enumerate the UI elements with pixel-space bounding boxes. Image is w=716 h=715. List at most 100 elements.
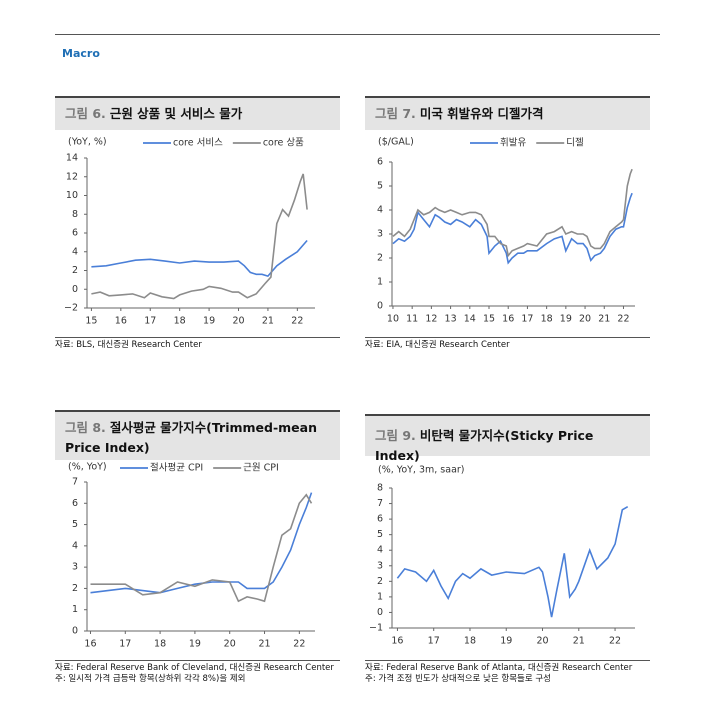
source: 자료: BLS, 대신증권 Research Center bbox=[55, 340, 202, 350]
y-tick-label: 0 bbox=[377, 607, 383, 618]
y-tick-label: 8 bbox=[72, 209, 78, 220]
source: 자료: Federal Reserve Bank of Cleveland, 대… bbox=[55, 663, 334, 673]
y-tick-label: 1 bbox=[377, 591, 383, 602]
figure-title: 근원 상품 및 서비스 물가 bbox=[109, 106, 243, 121]
x-tick-label: 17 bbox=[428, 636, 440, 647]
series-line bbox=[90, 493, 313, 603]
note: 주: 일시적 가격 급등락 항목(상하위 각각 8%)을 제외 bbox=[55, 674, 246, 684]
figure-label: 그림 8. bbox=[65, 420, 106, 435]
x-tick-label: 22 bbox=[293, 639, 305, 650]
x-tick-label: 11 bbox=[406, 314, 418, 325]
unit-label: (YoY, %) bbox=[68, 137, 107, 148]
legend-label: core 상품 bbox=[263, 138, 304, 149]
y-tick-label: 1 bbox=[377, 277, 383, 288]
x-tick-label: 14 bbox=[464, 314, 476, 325]
source: 자료: Federal Reserve Bank of Atlanta, 대신증… bbox=[365, 663, 633, 673]
y-tick-label: 2 bbox=[377, 253, 383, 264]
series-line bbox=[396, 506, 629, 618]
x-tick-label: 16 bbox=[502, 314, 514, 325]
y-tick-label: 3 bbox=[72, 562, 78, 573]
y-tick-label: −2 bbox=[64, 303, 78, 314]
x-tick-label: 18 bbox=[464, 636, 476, 647]
y-tick-label: 14 bbox=[66, 153, 78, 164]
y-tick-label: 4 bbox=[72, 540, 78, 551]
y-tick-label: 12 bbox=[66, 171, 78, 182]
x-tick-label: 16 bbox=[115, 316, 127, 327]
y-tick-label: 7 bbox=[72, 477, 78, 488]
x-tick-label: 19 bbox=[500, 636, 512, 647]
legend-label: 휘발유 bbox=[500, 138, 526, 149]
x-tick-label: 19 bbox=[189, 639, 201, 650]
figure-label: 그림 7. bbox=[375, 106, 416, 121]
y-tick-label: 6 bbox=[72, 498, 78, 509]
y-tick-label: 3 bbox=[377, 560, 383, 571]
x-tick-label: 18 bbox=[174, 316, 186, 327]
x-tick-label: 22 bbox=[617, 314, 629, 325]
x-tick-label: 17 bbox=[119, 639, 131, 650]
legend-label: 근원 CPI bbox=[243, 463, 279, 474]
y-tick-label: 5 bbox=[377, 529, 383, 540]
unit-label: (%, YoY, 3m, saar) bbox=[378, 465, 465, 476]
source-box: 자료: EIA, 대신증권 Research Center bbox=[365, 337, 650, 351]
y-tick-label: 4 bbox=[377, 545, 383, 556]
x-tick-label: 15 bbox=[85, 316, 97, 327]
series-line bbox=[90, 492, 313, 594]
y-tick-label: 6 bbox=[377, 514, 383, 525]
y-tick-label: 0 bbox=[72, 626, 78, 637]
note: 주: 가격 조정 빈도가 상대적으로 낮은 항목들로 구성 bbox=[365, 674, 551, 684]
figure-title-bar: 그림 7. 미국 휘발유와 디젤가격 bbox=[365, 96, 650, 130]
x-tick-label: 21 bbox=[258, 639, 270, 650]
x-tick-label: 20 bbox=[579, 314, 591, 325]
x-tick-label: 21 bbox=[598, 314, 610, 325]
y-tick-label: 2 bbox=[377, 576, 383, 587]
y-tick-label: 4 bbox=[72, 246, 78, 257]
figure-title: 미국 휘발유와 디젤가격 bbox=[419, 106, 544, 121]
x-tick-label: 17 bbox=[144, 316, 156, 327]
source-box: 자료: Federal Reserve Bank of Cleveland, 대… bbox=[55, 660, 340, 685]
figure-title-bar: 그림 8. 절사평균 물가지수(Trimmed-mean Price Index) bbox=[55, 410, 340, 460]
y-tick-label: 0 bbox=[377, 301, 383, 312]
figure-label: 그림 9. bbox=[375, 428, 416, 443]
y-tick-label: 7 bbox=[377, 498, 383, 509]
y-tick-label: 6 bbox=[72, 228, 78, 239]
series-line bbox=[392, 168, 633, 258]
header-rule bbox=[55, 34, 660, 35]
y-tick-label: −1 bbox=[369, 623, 383, 634]
x-tick-label: 16 bbox=[84, 639, 96, 650]
section-label: Macro bbox=[62, 47, 100, 60]
figure-title-bar: 그림 6. 근원 상품 및 서비스 물가 bbox=[55, 96, 340, 130]
y-tick-label: 10 bbox=[66, 190, 78, 201]
x-tick-label: 20 bbox=[536, 636, 548, 647]
y-tick-label: 6 bbox=[377, 157, 383, 168]
x-tick-label: 12 bbox=[425, 314, 437, 325]
x-tick-label: 20 bbox=[224, 639, 236, 650]
series-line bbox=[91, 173, 308, 300]
x-tick-label: 15 bbox=[483, 314, 495, 325]
y-tick-label: 1 bbox=[72, 604, 78, 615]
figure-title-bar: 그림 9. 비탄력 물가지수(Sticky Price Index) bbox=[365, 414, 650, 463]
x-tick-label: 20 bbox=[232, 316, 244, 327]
source: 자료: EIA, 대신증권 Research Center bbox=[365, 340, 510, 350]
y-tick-label: 5 bbox=[72, 519, 78, 530]
x-tick-label: 10 bbox=[387, 314, 399, 325]
series-line bbox=[91, 239, 308, 278]
y-tick-label: 0 bbox=[72, 284, 78, 295]
legend-label: core 서비스 bbox=[173, 138, 223, 149]
x-tick-label: 13 bbox=[445, 314, 457, 325]
y-tick-label: 2 bbox=[72, 265, 78, 276]
unit-label: (%, YoY) bbox=[68, 462, 107, 473]
x-tick-label: 17 bbox=[521, 314, 533, 325]
x-tick-label: 22 bbox=[291, 316, 303, 327]
x-tick-label: 16 bbox=[391, 636, 403, 647]
y-tick-label: 8 bbox=[377, 483, 383, 494]
y-tick-label: 4 bbox=[377, 205, 383, 216]
y-tick-label: 5 bbox=[377, 181, 383, 192]
x-tick-label: 19 bbox=[560, 314, 572, 325]
figure-label: 그림 6. bbox=[65, 106, 106, 121]
y-tick-label: 3 bbox=[377, 229, 383, 240]
x-tick-label: 18 bbox=[541, 314, 553, 325]
legend-label: 절사평균 CPI bbox=[150, 462, 203, 474]
x-tick-label: 18 bbox=[154, 639, 166, 650]
